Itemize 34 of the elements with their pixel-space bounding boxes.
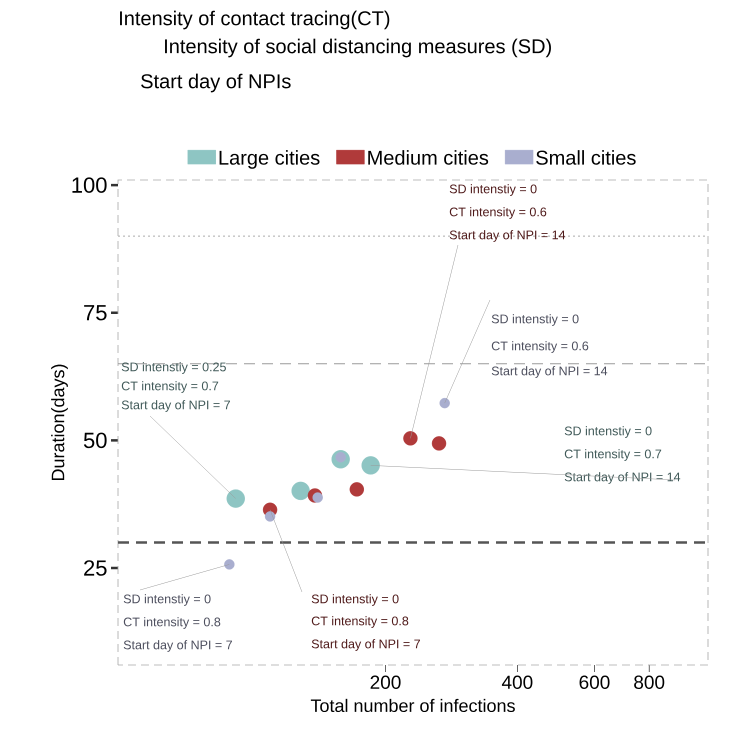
annotation: SD intenstiy = 0	[124, 594, 211, 606]
annotation: SD intenstiy = 0.25	[122, 362, 226, 374]
x-tick-label: 400	[502, 676, 532, 689]
annotation: CT intensity = 0.7	[122, 381, 218, 393]
x-tick-label: 600	[580, 676, 610, 689]
x-tick-label: 800	[634, 676, 664, 689]
y-tick-label: 25	[84, 560, 107, 576]
y-tick-label: 50	[84, 432, 107, 448]
annotation: SD intenstiy = 0	[492, 314, 579, 326]
y-axis-title: Duration(days)	[51, 364, 68, 480]
text: Start day of NPIs	[141, 74, 291, 92]
annotation: Start day of NPI = 14	[450, 230, 566, 242]
annotation: SD intenstiy = 0	[450, 184, 537, 196]
x-axis-title: Total number of infections	[310, 698, 515, 712]
legend-label: Medium cities	[368, 150, 488, 165]
annotation: CT intensity = 0.7	[564, 449, 662, 461]
annotation: CT intensity = 0.6	[450, 207, 546, 219]
annotation: CT intensity = 0.6	[492, 341, 588, 353]
text: Intensity of contact tracing(CT)	[120, 10, 390, 30]
y-tick-label: 75	[84, 305, 107, 320]
annotation: CT intensity = 0.8	[312, 616, 408, 628]
legend-label: Small cities	[536, 150, 636, 165]
annotation: Start day of NPI = 7	[312, 639, 420, 651]
annotation: Start day of NPI = 14	[492, 366, 608, 378]
legend-label: Large cities	[220, 150, 320, 169]
x-tick-label: 200	[370, 676, 401, 689]
annotation: Start day of NPI = 7	[122, 400, 230, 412]
annotation: Start day of NPI = 14	[564, 472, 680, 484]
annotation: Start day of NPI = 7	[124, 640, 232, 652]
y-tick-label: 100	[72, 177, 107, 193]
annotation: CT intensity = 0.8	[124, 617, 220, 629]
annotation: SD intenstiy = 0	[312, 594, 399, 606]
annotation: SD intenstiy = 0	[564, 426, 652, 438]
text: Intensity of social distancing measures (SD)	[165, 38, 551, 58]
